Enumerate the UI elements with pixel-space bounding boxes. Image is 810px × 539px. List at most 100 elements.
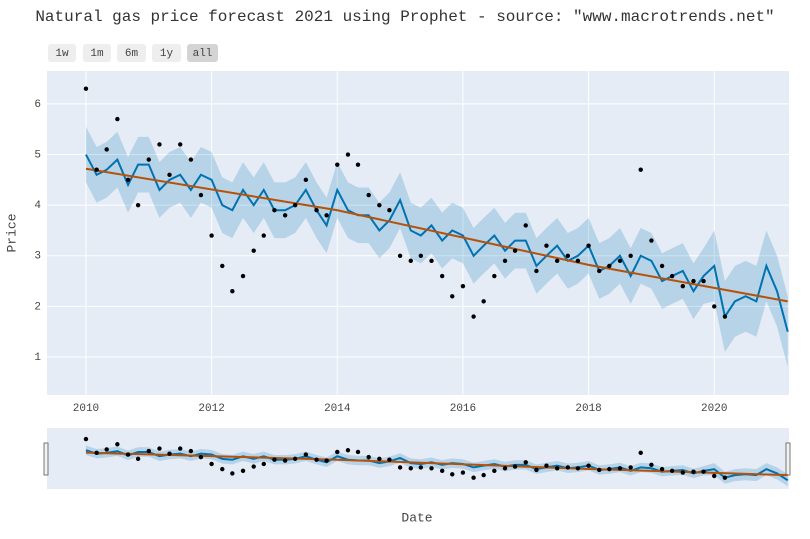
- actual-point: [712, 304, 717, 309]
- actual-point-mini: [292, 456, 298, 462]
- x-tick-label: 2020: [701, 403, 727, 415]
- actual-point: [188, 157, 194, 162]
- actual-point: [104, 147, 109, 152]
- actual-point: [429, 258, 434, 264]
- actual-point: [146, 157, 151, 162]
- actual-point-mini: [565, 465, 571, 470]
- actual-point-mini: [240, 468, 246, 474]
- actual-point-mini: [691, 469, 696, 474]
- range-button[interactable]: [48, 44, 76, 62]
- x-tick-label: 2018: [575, 403, 601, 415]
- x-tick-label: 2016: [450, 403, 476, 415]
- range-button[interactable]: [117, 44, 146, 62]
- actual-point-mini: [366, 454, 371, 460]
- x-tick-label: 2012: [198, 403, 224, 415]
- actual-point-mini: [408, 466, 413, 471]
- actual-point: [135, 202, 141, 208]
- actual-point: [523, 223, 528, 228]
- actual-point: [355, 162, 361, 167]
- actual-point-mini: [575, 466, 581, 471]
- actual-point: [198, 192, 204, 198]
- actual-point-mini: [502, 466, 508, 471]
- x-tick-label: 2014: [324, 403, 351, 415]
- actual-point: [209, 233, 214, 238]
- trend-line-mini: [85, 451, 788, 477]
- chart-title: Natural gas price forecast 2021 using Pr…: [35, 8, 774, 26]
- actual-point: [502, 258, 508, 264]
- actual-point: [492, 273, 497, 279]
- actual-point: [292, 202, 298, 208]
- actual-point: [115, 116, 120, 122]
- actual-point: [565, 253, 571, 258]
- range-button-label[interactable]: 6m: [125, 48, 139, 60]
- actual-point-mini: [638, 450, 643, 456]
- y-tick-label: 4: [34, 200, 41, 212]
- range-button-label[interactable]: all: [193, 48, 213, 60]
- actual-point-mini: [617, 466, 623, 471]
- range-button[interactable]: [152, 44, 181, 62]
- actual-point-mini: [712, 473, 717, 479]
- actual-point-mini: [94, 450, 99, 456]
- actual-point-mini: [209, 461, 214, 467]
- actual-point: [230, 289, 235, 294]
- actual-point-mini: [722, 475, 728, 480]
- slider-handle-left[interactable]: [43, 442, 49, 476]
- actual-point: [597, 268, 602, 274]
- range-button[interactable]: [83, 44, 111, 62]
- y-axis-title: Price: [4, 213, 19, 252]
- actual-point-mini: [303, 452, 309, 457]
- actual-point-mini: [125, 452, 131, 457]
- actual-point-mini: [314, 457, 319, 462]
- actual-point: [157, 142, 162, 147]
- actual-point: [324, 213, 329, 218]
- actual-point: [701, 278, 706, 284]
- actual-point-mini: [460, 470, 466, 475]
- actual-point: [125, 177, 131, 183]
- y-tick-label: 1: [34, 352, 41, 364]
- range-slider[interactable]: [47, 428, 789, 489]
- actual-point: [314, 208, 319, 213]
- actual-point: [649, 238, 654, 243]
- actual-point-mini: [680, 470, 686, 475]
- y-tick-label: 6: [34, 99, 41, 111]
- actual-point-mini: [188, 448, 194, 454]
- actual-point-mini: [220, 466, 225, 472]
- actual-point-mini: [115, 442, 120, 447]
- actual-point-mini: [377, 456, 382, 462]
- range-button-label[interactable]: 1y: [160, 48, 174, 60]
- actual-point: [471, 314, 476, 319]
- actual-point: [366, 192, 371, 198]
- actual-point: [251, 248, 256, 253]
- x-axis-title: Date: [401, 510, 432, 525]
- actual-point-mini: [471, 475, 476, 480]
- actual-point-mini: [261, 461, 266, 467]
- actual-point-mini: [649, 462, 654, 468]
- y-tick-label: 3: [34, 251, 41, 263]
- range-button-label[interactable]: 1w: [55, 48, 69, 60]
- actual-point-mini: [282, 458, 288, 463]
- actual-point-mini: [230, 471, 235, 476]
- actual-point-mini: [607, 466, 612, 472]
- actual-point: [691, 278, 696, 284]
- actual-point-mini: [198, 454, 204, 460]
- actual-point: [387, 208, 392, 213]
- actual-point-mini: [324, 458, 329, 463]
- slider-handle-right[interactable]: [785, 442, 791, 476]
- actual-point: [669, 273, 675, 279]
- actual-point-mini: [492, 468, 497, 474]
- actual-point: [335, 162, 340, 167]
- actual-point-mini: [167, 451, 172, 456]
- actual-point-mini: [135, 456, 141, 462]
- actual-point: [303, 177, 309, 183]
- actual-point-mini: [272, 457, 277, 462]
- actual-point-mini: [251, 464, 256, 469]
- range-button-label[interactable]: 1m: [90, 48, 104, 60]
- actual-point: [617, 258, 623, 264]
- actual-point: [261, 233, 266, 238]
- actual-point-mini: [628, 465, 633, 470]
- actual-point-mini: [554, 466, 560, 471]
- actual-point-mini: [669, 468, 675, 474]
- range-button[interactable]: [187, 44, 218, 62]
- actual-point-mini: [335, 449, 340, 455]
